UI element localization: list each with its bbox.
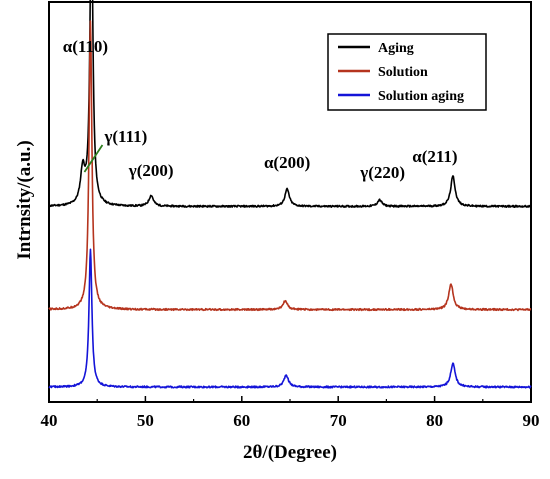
peak-label: γ(111) — [103, 127, 147, 146]
peak-label: α(110) — [63, 37, 108, 56]
x-tick-label: 80 — [426, 411, 443, 430]
x-ticks: 40 50 60 70 80 90 — [41, 396, 540, 430]
peak-annotations: α(110) γ(111) γ(200) α(200) γ(220) α(211) — [63, 37, 458, 182]
peak-label: γ(220) — [359, 163, 405, 182]
legend-label: Solution — [378, 65, 428, 80]
x-tick-label: 50 — [137, 411, 154, 430]
x-tick-label: 60 — [233, 411, 250, 430]
x-tick-label: 40 — [41, 411, 58, 430]
x-tick-label: 70 — [330, 411, 347, 430]
x-axis-title: 2θ/(Degree) — [243, 442, 337, 463]
series-group — [48, 0, 532, 389]
peak-label: α(200) — [264, 153, 310, 172]
legend-label: Solution aging — [378, 89, 464, 104]
series-line — [48, 248, 532, 389]
legend: Aging Solution Solution aging — [327, 33, 487, 111]
peak-label: α(211) — [412, 147, 457, 166]
series-line — [48, 0, 532, 208]
y-axis-title: Intrnsity/(a.u.) — [14, 140, 35, 259]
gamma111-pointer — [83, 144, 104, 173]
x-tick-label: 90 — [523, 411, 540, 430]
peak-label: γ(200) — [128, 161, 174, 180]
legend-label: Aging — [378, 41, 414, 56]
series-line — [48, 20, 532, 312]
